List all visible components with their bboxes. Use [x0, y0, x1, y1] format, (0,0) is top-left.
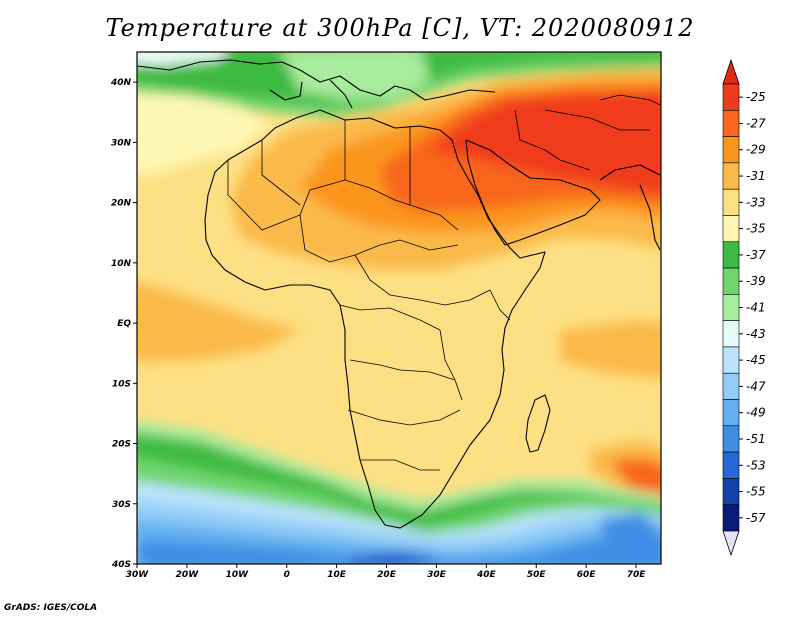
lon-tick-label: 10W: [226, 570, 250, 580]
colorbar-label: -31: [746, 169, 766, 183]
colorbar-label: -27: [746, 116, 766, 130]
colorbar-swatch: [722, 478, 740, 506]
colorbar-label: -25: [746, 90, 766, 104]
colorbar-label: -55: [746, 485, 766, 499]
colorbar-swatch: [722, 267, 740, 295]
colorbar-swatch: [722, 320, 740, 348]
colorbar-swatch: [722, 346, 740, 374]
colorbar-label: -57: [746, 511, 766, 525]
colorbar-swatch: [722, 188, 740, 216]
lat-tick-label: 40S: [111, 560, 131, 570]
colorbar-swatch: [722, 83, 740, 111]
grads-credit: GrADS: IGES/COLA: [4, 603, 98, 613]
lon-tick-label: 30W: [126, 570, 150, 580]
colorbar-label: -33: [746, 195, 766, 209]
lon-tick-label: 40E: [476, 570, 497, 580]
lon-tick-label: 10E: [327, 570, 347, 580]
colorbar-swatch: [722, 399, 740, 427]
colorbar-label: -53: [746, 458, 766, 472]
colorbar-swatch: [722, 504, 740, 532]
country-borders: [227, 94, 661, 471]
temperature-field: [137, 52, 661, 564]
colorbar-label: -41: [746, 301, 766, 315]
lon-tick-label: 20W: [176, 570, 200, 580]
colorbar-label: -37: [746, 248, 766, 262]
colorbar-swatch: [722, 372, 740, 400]
colorbar-swatch: [722, 241, 740, 269]
lat-tick-label: 40N: [110, 78, 132, 88]
longitude-ticks: 30W 20W 10W 0 10E 20E 30E 40E 50E 60E 70E: [126, 564, 646, 580]
colorbar-label: -43: [746, 327, 766, 341]
map-title: Temperature at 300hPa [C], VT: 202008091…: [105, 14, 695, 42]
colorbar-swatch: [722, 425, 740, 453]
colorbar-swatch: [722, 215, 740, 243]
colorbar-bottom-arrow: [722, 530, 740, 557]
lat-tick-label: 20S: [112, 440, 131, 450]
colorbar-swatch: [722, 162, 740, 190]
lon-tick-label: 20E: [377, 570, 397, 580]
colorbar-label: -45: [746, 353, 766, 367]
lat-tick-label: 20N: [111, 199, 132, 209]
lat-tick-label: 30S: [112, 500, 131, 510]
lat-tick-label: 10S: [112, 379, 131, 389]
coastlines: [137, 59, 661, 529]
lon-tick-label: 60E: [577, 570, 597, 580]
lon-tick-label: 30E: [427, 570, 447, 580]
lat-tick-label: 10N: [111, 259, 132, 269]
lon-tick-label: 70E: [627, 570, 647, 580]
colorbar: -25 -27 -29 -31 -33 -35 -37 -39 -41 -43 -45 -47 -49 -…: [722, 58, 766, 557]
lat-tick-label: EQ: [117, 319, 131, 329]
colorbar-top-arrow: [722, 58, 740, 85]
lat-tick-label: 30N: [111, 138, 132, 148]
colorbar-swatch: [722, 109, 740, 137]
lon-tick-label: 50E: [527, 570, 547, 580]
colorbar-label: -47: [746, 379, 766, 393]
colorbar-label: -35: [746, 222, 766, 236]
lon-tick-label: 0: [284, 570, 290, 580]
colorbar-label: -39: [746, 274, 766, 288]
colorbar-label: -29: [746, 143, 766, 157]
colorbar-swatch: [722, 294, 740, 321]
colorbar-label: -51: [746, 432, 766, 446]
colorbar-swatch: [722, 451, 740, 479]
map-frame: [136, 51, 662, 565]
latitude-ticks: 40N 30N 20N 10N EQ 10S 20S 30S 40S: [110, 78, 137, 570]
colorbar-label: -49: [746, 406, 766, 420]
colorbar-swatch: [722, 136, 740, 164]
